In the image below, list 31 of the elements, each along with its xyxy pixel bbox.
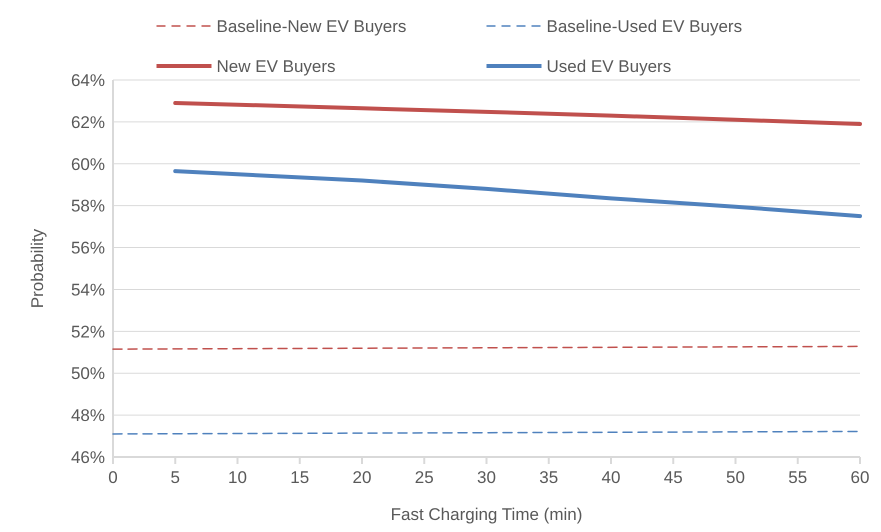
y-tick-label: 52% [70, 322, 105, 342]
y-tick-label: 58% [70, 196, 105, 216]
x-tick-label: 60 [850, 468, 870, 487]
x-tick-label: 20 [352, 468, 372, 487]
x-tick-label: 5 [170, 468, 180, 487]
x-tick-label: 10 [228, 468, 247, 487]
x-tick-label: 15 [290, 468, 310, 487]
legend-label: New EV Buyers [216, 57, 336, 76]
x-tick-label: 0 [108, 468, 118, 487]
y-tick-label: 62% [70, 112, 105, 132]
x-tick-label: 25 [414, 468, 434, 487]
y-axis-title: Probability [28, 228, 47, 308]
legend-label: Baseline-Used EV Buyers [546, 17, 742, 36]
y-tick-label: 60% [70, 154, 105, 174]
x-axis-title: Fast Charging Time (min) [390, 505, 582, 524]
y-tick-label: 50% [70, 364, 105, 384]
y-tick-label: 64% [70, 71, 105, 90]
line-series [173, 169, 862, 218]
y-tick-label: 48% [70, 406, 105, 426]
y-tick-label: 56% [70, 238, 105, 258]
legend-label: Used EV Buyers [546, 57, 672, 76]
legend-label: Baseline-New EV Buyers [216, 17, 406, 36]
y-tick-label: 46% [70, 448, 105, 467]
x-tick-label: 55 [788, 468, 808, 487]
line-series [173, 101, 862, 126]
x-tick-label: 40 [602, 468, 620, 487]
y-tick-label: 54% [70, 280, 105, 300]
x-tick-label: 45 [664, 468, 683, 487]
x-tick-label: 35 [539, 468, 558, 487]
x-tick-label: 30 [477, 468, 496, 487]
x-tick-label: 50 [726, 468, 745, 487]
